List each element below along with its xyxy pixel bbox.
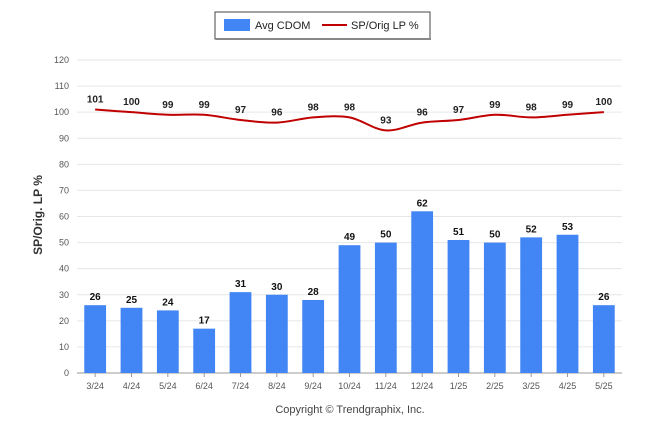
- x-tick-label: 4/24: [123, 381, 141, 391]
- x-tick-label: 9/24: [304, 381, 322, 391]
- x-tick-label: 6/24: [195, 381, 213, 391]
- line-value-label: 99: [162, 100, 174, 111]
- line-value-label: 96: [271, 108, 283, 119]
- line-value-label: 93: [380, 115, 392, 126]
- x-tick-label: 3/25: [522, 381, 540, 391]
- bar-value-label: 26: [598, 292, 610, 303]
- y-tick-label: 20: [59, 316, 69, 326]
- x-tick-label: 8/24: [268, 381, 286, 391]
- line-path: [95, 108, 604, 132]
- x-tick-label: 5/24: [159, 381, 177, 391]
- legend-shadow: [216, 38, 431, 40]
- line-value-label: 101: [87, 95, 104, 106]
- y-tick-label: 50: [59, 238, 69, 248]
- x-axis-ticks: 3/24 4/24 5/24 6/24 7/24 8/24 9/24 10/24 11/24 12…: [86, 373, 613, 391]
- bar-value-label: 24: [162, 297, 174, 308]
- legend: Avg CDOM SP/Orig LP %: [214, 11, 431, 40]
- line-value-label: 100: [595, 97, 612, 108]
- line-value-label: 99: [489, 100, 501, 111]
- x-tick-label: 2/25: [486, 381, 504, 391]
- bar-value-label: 26: [90, 292, 102, 303]
- line-value-label: 99: [562, 100, 574, 111]
- line-value-label: 96: [417, 108, 429, 119]
- bar: [520, 237, 543, 373]
- y-tick-label: 10: [59, 342, 69, 352]
- x-tick-label: 5/25: [595, 381, 613, 391]
- bar-value-label: 53: [562, 222, 574, 233]
- y-tick-label: 30: [59, 290, 69, 300]
- bar-value-label: 51: [453, 227, 465, 238]
- bar: [338, 245, 361, 373]
- bar: [84, 305, 107, 373]
- bar-value-label: 28: [308, 287, 320, 298]
- bar: [592, 305, 615, 373]
- bar-value-label: 30: [271, 282, 283, 293]
- bar-value-label: 62: [417, 198, 429, 209]
- y-axis-label: SP/Orig. LP %: [31, 175, 45, 255]
- copyright-text: Copyright © Trendgraphix, Inc.: [275, 404, 424, 416]
- y-axis-ticks: 0 10 20 30 40 50 60 70 80 90 100 110 120: [54, 55, 69, 378]
- legend-label-line-series: SP/Orig LP %: [351, 20, 419, 32]
- x-tick-label: 11/24: [375, 381, 397, 391]
- line-data-labels: 101 100 99 99 97 96 98 98 93 96 97 99 98 99 100: [87, 95, 613, 127]
- x-tick-label: 4/25: [559, 381, 577, 391]
- bar: [229, 292, 252, 373]
- y-tick-label: 0: [64, 368, 69, 378]
- line-value-label: 97: [235, 105, 247, 116]
- line-value-label: 99: [199, 100, 211, 111]
- bar: [302, 299, 325, 373]
- bar-value-label: 50: [380, 230, 392, 241]
- x-tick-label: 7/24: [232, 381, 250, 391]
- x-tick-label: 3/24: [86, 381, 104, 391]
- line-value-label: 100: [123, 97, 140, 108]
- line-value-label: 98: [526, 102, 538, 113]
- bar: [556, 234, 579, 373]
- y-tick-label: 100: [54, 107, 69, 117]
- line-series: [95, 108, 604, 132]
- x-tick-label: 1/25: [450, 381, 468, 391]
- bar: [265, 294, 288, 373]
- bar: [193, 328, 216, 373]
- bar: [447, 239, 470, 373]
- bar: [374, 242, 397, 373]
- bar-value-label: 52: [526, 224, 538, 235]
- bar-data-labels: 26 25 24 17 31 30 28 49 50 62 51 50 52 53 26: [90, 198, 610, 326]
- bar-value-label: 31: [235, 279, 247, 290]
- y-tick-label: 60: [59, 212, 69, 222]
- bar: [120, 307, 143, 373]
- y-tick-label: 80: [59, 159, 69, 169]
- line-value-label: 98: [308, 102, 320, 113]
- y-tick-label: 90: [59, 133, 69, 143]
- bar-value-label: 50: [489, 230, 501, 241]
- bar: [483, 242, 506, 373]
- legend-swatch-bar: [224, 19, 250, 31]
- y-tick-label: 40: [59, 264, 69, 274]
- line-value-label: 98: [344, 102, 356, 113]
- bar-value-label: 17: [199, 316, 211, 327]
- legend-label-bar-series: Avg CDOM: [255, 20, 310, 32]
- bar-value-label: 25: [126, 295, 138, 306]
- y-tick-label: 110: [55, 81, 69, 91]
- bar-series: [84, 211, 615, 373]
- x-tick-label: 12/24: [411, 381, 434, 391]
- y-tick-label: 70: [59, 185, 69, 195]
- bar: [156, 310, 179, 373]
- y-tick-label: 120: [54, 55, 69, 65]
- bar-value-label: 49: [344, 232, 356, 243]
- x-tick-label: 10/24: [338, 381, 361, 391]
- line-value-label: 97: [453, 105, 465, 116]
- bar: [411, 211, 434, 373]
